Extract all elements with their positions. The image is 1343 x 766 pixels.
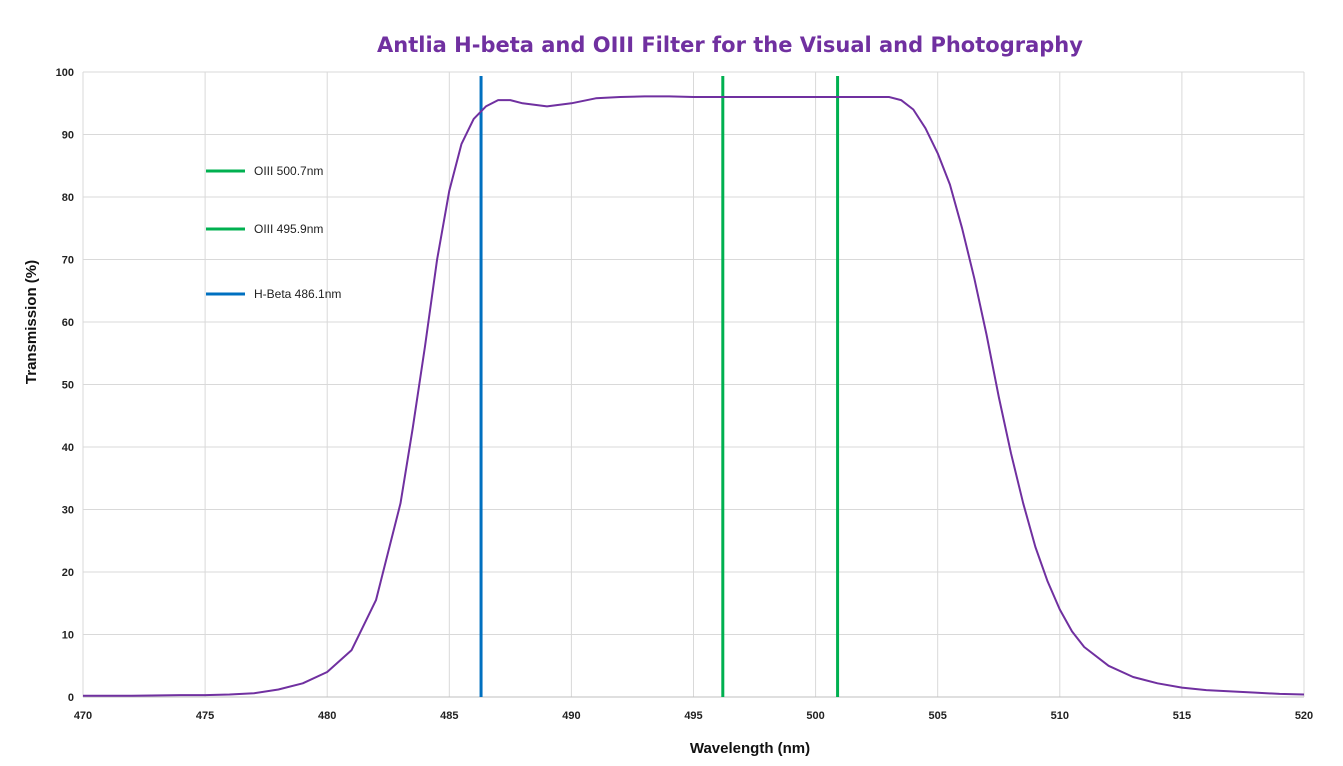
x-axis-label: Wavelength (nm) [690,740,810,757]
x-tick-label: 500 [806,710,824,722]
y-tick-label: 30 [62,505,74,517]
y-tick-label: 80 [62,192,74,204]
emission-lines [479,76,840,697]
y-tick-label: 90 [62,130,74,142]
legend: OIII 500.7nm OIII 495.9nm H-Beta 486.1nm [206,164,341,301]
x-tick-label: 490 [562,710,580,722]
x-tick-label: 515 [1173,710,1191,722]
x-tick-label: 480 [318,710,336,722]
y-tick-label: 0 [68,692,74,704]
y-tick-label: 60 [62,317,74,329]
y-tick-label: 10 [62,630,74,642]
grid [82,71,1305,698]
y-tick-label: 100 [56,67,74,79]
x-tick-label: 510 [1051,710,1069,722]
x-tick-label: 495 [684,710,702,722]
y-tick-label: 70 [62,255,74,267]
x-tick-label: 520 [1295,710,1313,722]
transmission-curve [83,95,1305,697]
y-tick-label: 50 [62,380,74,392]
legend-label: H-Beta 486.1nm [254,287,341,301]
chart-title: Antlia H-beta and OIII Filter for the Vi… [377,33,1083,57]
legend-label: OIII 500.7nm [254,164,323,178]
x-tick-label: 475 [196,710,214,722]
x-tick-label: 505 [929,710,947,722]
x-tick-label: 485 [440,710,458,722]
transmission-curve-layer [83,95,1305,697]
y-axis-ticks: 0 10 20 30 40 50 60 70 80 90 100 [56,67,74,704]
x-axis-ticks: 470 475 480 485 490 495 500 505 510 515 520 [74,710,1313,722]
y-tick-label: 20 [62,567,74,579]
y-tick-label: 40 [62,442,74,454]
legend-label: OIII 495.9nm [254,222,323,236]
x-tick-label: 470 [74,710,92,722]
y-axis-label: Transmission (%) [23,260,40,384]
